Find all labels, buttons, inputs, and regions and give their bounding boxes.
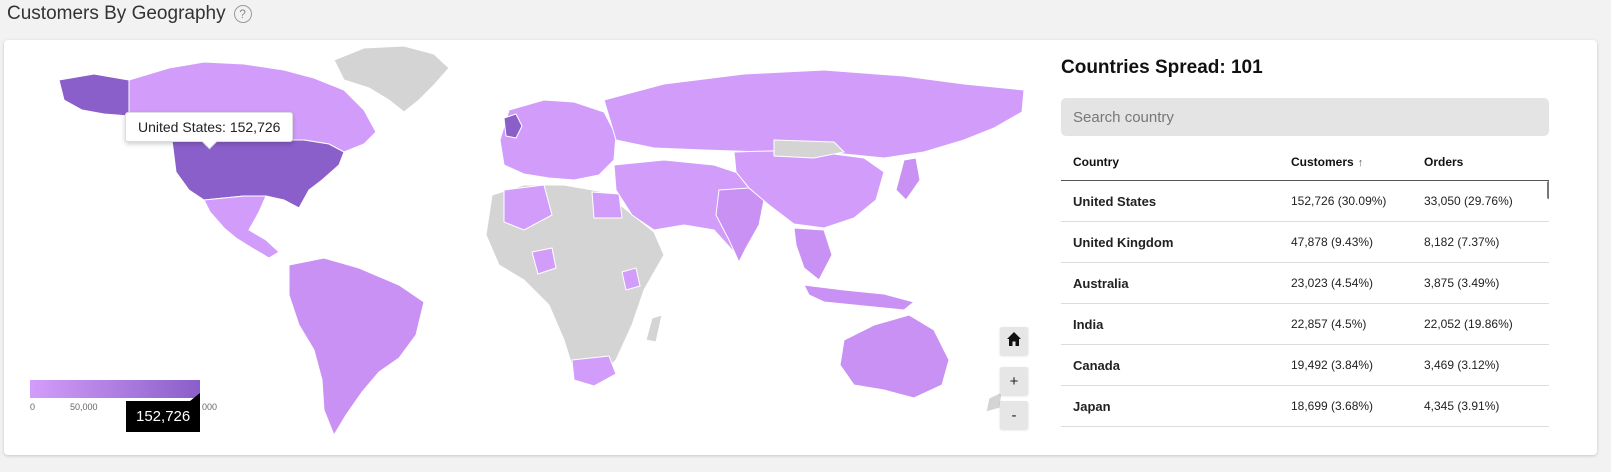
- geography-card: United States: 152,726 0 50,000 1 000 15…: [4, 40, 1597, 455]
- map-region-algeria[interactable]: [503, 184, 553, 231]
- map-region-alaska[interactable]: [58, 73, 130, 117]
- world-map[interactable]: United States: 152,726 0 50,000 1 000 15…: [4, 40, 1069, 455]
- cell-country: United States: [1073, 193, 1157, 209]
- table-row[interactable]: United Kingdom 47,878 (9.43%) 8,182 (7.3…: [1061, 222, 1549, 263]
- cell-customers: 47,878 (9.43%): [1291, 235, 1374, 249]
- column-header-country[interactable]: Country: [1073, 155, 1119, 169]
- cell-country: Japan: [1073, 398, 1111, 414]
- map-region-mexico[interactable]: [203, 195, 280, 259]
- column-header-orders[interactable]: Orders: [1424, 155, 1464, 169]
- cell-orders: 33,050 (29.76%): [1424, 194, 1513, 208]
- cell-orders: 3,875 (3.49%): [1424, 276, 1500, 290]
- table-row[interactable]: India 22,857 (4.5%) 22,052 (19.86%): [1061, 304, 1549, 345]
- cell-customers: 18,699 (3.68%): [1291, 399, 1374, 413]
- map-region-europe[interactable]: [499, 99, 617, 181]
- cell-customers: 23,023 (4.54%): [1291, 276, 1374, 290]
- table-row[interactable]: Canada 19,492 (3.84%) 3,469 (3.12%): [1061, 345, 1549, 386]
- cell-orders: 8,182 (7.37%): [1424, 235, 1500, 249]
- world-map-svg[interactable]: [4, 40, 1044, 455]
- cell-customers: 152,726 (30.09%): [1291, 194, 1387, 208]
- search-country-input[interactable]: [1061, 98, 1549, 136]
- home-button[interactable]: [1000, 327, 1028, 355]
- map-region-africa[interactable]: [485, 184, 665, 383]
- map-region-egypt[interactable]: [591, 191, 623, 219]
- legend-tick: 0: [30, 402, 36, 412]
- zoom-in-button[interactable]: +: [1000, 367, 1028, 395]
- table-row[interactable]: Japan 18,699 (3.68%) 4,345 (3.91%): [1061, 386, 1549, 427]
- map-region-indonesia[interactable]: [803, 284, 916, 311]
- countries-panel: Countries Spread: 101 Country Customers↑…: [1058, 40, 1597, 455]
- map-tooltip: United States: 152,726: [125, 112, 294, 142]
- help-icon[interactable]: ?: [233, 5, 252, 23]
- table-body[interactable]: United States 152,726 (30.09%) 33,050 (2…: [1061, 181, 1549, 437]
- cell-country: Canada: [1073, 357, 1120, 373]
- cell-country: India: [1073, 316, 1104, 332]
- column-header-customers[interactable]: Customers ↑: [1280, 155, 1413, 169]
- sort-ascending-icon: ↑: [1357, 157, 1364, 169]
- page-title-text: Customers By Geography: [7, 3, 226, 24]
- column-header-customers-label: Customers: [1291, 155, 1354, 169]
- map-region-china[interactable]: [733, 149, 885, 229]
- legend-tick: 000: [202, 402, 218, 412]
- cell-customers: 22,857 (4.5%): [1291, 317, 1367, 331]
- page-title: Customers By Geography ?: [7, 3, 252, 25]
- map-region-india[interactable]: [715, 187, 765, 264]
- table-row[interactable]: United States 152,726 (30.09%) 33,050 (2…: [1061, 181, 1549, 222]
- legend-color-scale: [30, 380, 200, 398]
- map-legend: 0 50,000 1 000 152,726: [30, 380, 220, 450]
- map-region-kenya[interactable]: [621, 267, 641, 291]
- map-region-japan[interactable]: [895, 157, 921, 201]
- map-region-greenland[interactable]: [333, 45, 450, 113]
- zoom-out-button[interactable]: -: [1000, 401, 1028, 429]
- map-region-united-kingdom[interactable]: [503, 113, 523, 139]
- cell-orders: 3,469 (3.12%): [1424, 358, 1500, 372]
- table-scrollbar[interactable]: [1547, 181, 1549, 199]
- map-region-south-africa[interactable]: [571, 355, 617, 387]
- table-header: Country Customers ↑ Orders: [1061, 144, 1549, 181]
- legend-value-marker: 152,726: [126, 393, 201, 432]
- cell-orders: 4,345 (3.91%): [1424, 399, 1500, 413]
- map-region-south-america[interactable]: [288, 257, 425, 437]
- map-region-mongolia[interactable]: [773, 139, 846, 159]
- map-region-australia[interactable]: [839, 314, 950, 399]
- cell-orders: 22,052 (19.86%): [1424, 317, 1513, 331]
- cell-customers: 19,492 (3.84%): [1291, 358, 1374, 372]
- home-icon: [1006, 331, 1022, 351]
- cell-country: United Kingdom: [1073, 234, 1174, 250]
- map-region-russia[interactable]: [603, 69, 1025, 159]
- countries-table: Country Customers ↑ Orders United States …: [1061, 144, 1549, 437]
- countries-spread-title: Countries Spread: 101: [1061, 57, 1263, 78]
- map-region-nigeria[interactable]: [531, 247, 557, 275]
- table-row[interactable]: Australia 23,023 (4.54%) 3,875 (3.49%): [1061, 263, 1549, 304]
- map-region-madagascar[interactable]: [645, 314, 663, 343]
- cell-country: Australia: [1073, 275, 1129, 291]
- legend-tick: 50,000: [70, 402, 98, 412]
- map-region-southeast-asia[interactable]: [793, 227, 833, 281]
